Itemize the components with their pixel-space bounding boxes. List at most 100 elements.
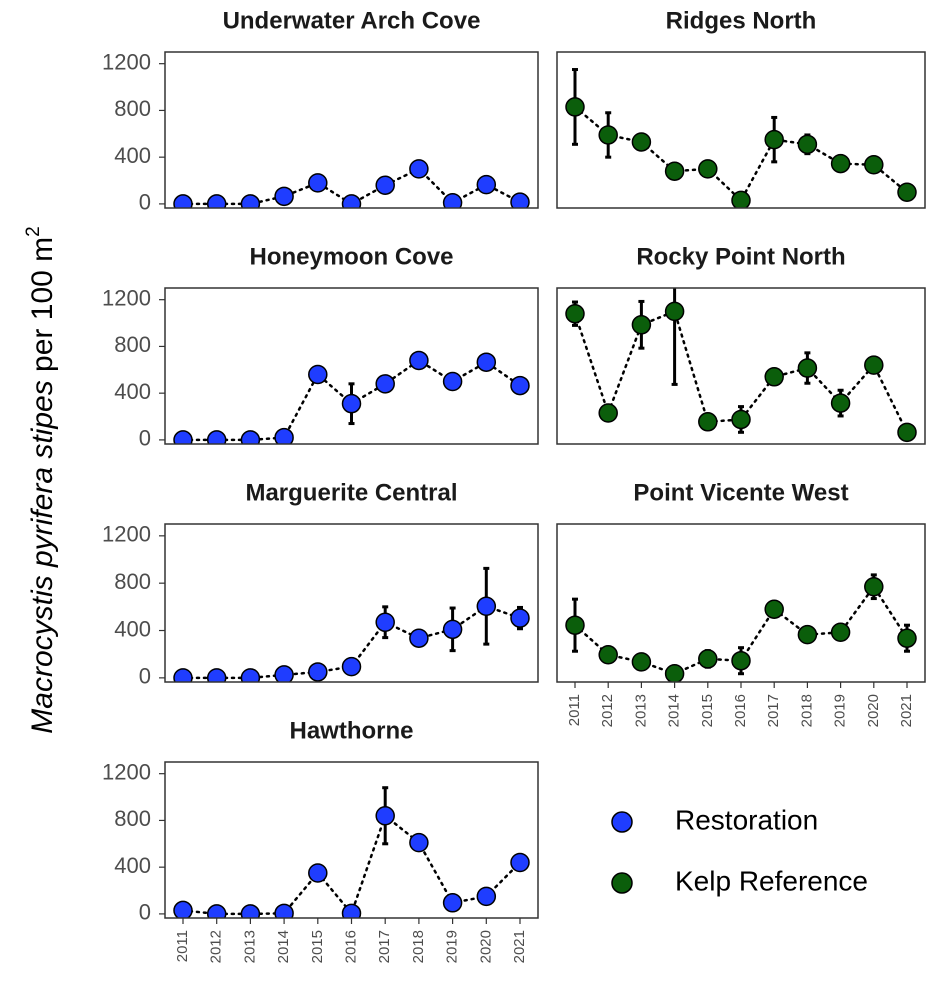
panel-border [556, 523, 926, 683]
point [341, 656, 362, 677]
point [442, 893, 463, 913]
point [308, 662, 328, 682]
point [631, 652, 652, 672]
point [698, 412, 718, 432]
x-tick-label: 2019 [444, 930, 461, 963]
point [274, 427, 294, 444]
point [631, 132, 652, 152]
x-tick-label: 2015 [309, 930, 326, 963]
point [510, 375, 530, 396]
y-tick-label: 400 [114, 379, 151, 404]
point [206, 904, 227, 918]
plot-area [173, 350, 530, 444]
point [274, 665, 294, 682]
y-tick-label: 1200 [102, 49, 151, 74]
point [409, 832, 429, 853]
point [274, 903, 294, 918]
point [598, 125, 618, 145]
y-tick-label: 0 [139, 426, 151, 451]
series-line [573, 309, 909, 434]
y-label-italic: Macrocystis pyrifera stipes [26, 380, 59, 733]
point [375, 806, 395, 826]
x-tick-label: 2016 [732, 694, 749, 727]
panel-title: Hawthorne [289, 717, 413, 744]
x-tick-label: 2013 [241, 930, 258, 963]
x-tick-label: 2012 [599, 694, 616, 727]
panel-title: Underwater Arch Cove [223, 7, 481, 34]
panel-border [164, 761, 539, 919]
plot-area [173, 786, 530, 918]
panel-border [164, 287, 539, 445]
point [476, 886, 497, 907]
legend-marker [611, 811, 633, 833]
x-tick-label: 2021 [898, 694, 915, 727]
x-tick-label: 2013 [632, 694, 649, 727]
panel-title: Marguerite Central [245, 479, 457, 506]
x-tick-label: 2011 [566, 694, 583, 726]
point [206, 668, 227, 682]
point [731, 409, 751, 430]
plot-area [565, 573, 917, 682]
point [240, 904, 261, 918]
panel-border [556, 51, 926, 209]
point [698, 159, 718, 179]
plot-area [565, 288, 917, 443]
y-tick-label: 800 [114, 569, 151, 594]
point [731, 190, 751, 208]
point [598, 403, 618, 423]
panel-border [556, 287, 926, 445]
y-label-superscript: 2 [23, 226, 44, 237]
point [864, 355, 884, 375]
point [764, 129, 784, 150]
point [442, 192, 463, 208]
point [240, 194, 261, 208]
point [565, 97, 585, 117]
point [476, 352, 497, 372]
point [442, 371, 463, 392]
point [173, 194, 193, 208]
x-tick-label: 2012 [208, 930, 225, 963]
point [476, 596, 497, 617]
point [308, 364, 328, 385]
x-tick-label: 2018 [410, 930, 427, 963]
point [173, 900, 193, 918]
plot-area [173, 566, 530, 682]
x-tick-label: 2021 [511, 930, 528, 963]
x-tick-label: 2019 [832, 694, 849, 727]
point [308, 863, 328, 883]
panel-border [164, 51, 539, 209]
y-tick-label: 800 [114, 332, 151, 357]
y-axis-label: Macrocystis pyrifera stipes per 100 m2 [23, 226, 59, 733]
x-tick-label: 2016 [342, 930, 359, 963]
y-tick-label: 1200 [102, 759, 151, 784]
point [698, 649, 718, 669]
panel-border [164, 523, 539, 683]
y-tick-label: 0 [139, 190, 151, 215]
point [897, 422, 917, 443]
point [631, 315, 652, 335]
point [830, 393, 851, 413]
legend-marker [611, 872, 633, 894]
point [797, 358, 818, 378]
x-tick-label: 2014 [666, 694, 683, 727]
point [664, 161, 685, 181]
x-tick-label: 2017 [765, 694, 782, 727]
point [476, 174, 497, 195]
point [764, 367, 784, 387]
y-tick-label: 800 [114, 96, 151, 121]
point [565, 615, 585, 635]
point [206, 194, 227, 208]
point [731, 650, 751, 671]
plot-area [173, 159, 530, 208]
point [240, 430, 261, 444]
series-line [181, 813, 522, 916]
point [797, 134, 818, 155]
point [510, 192, 530, 208]
y-tick-label: 1200 [102, 285, 151, 310]
series-line [573, 105, 909, 203]
point [830, 622, 851, 643]
point [308, 173, 328, 193]
point [341, 393, 362, 414]
point [409, 159, 429, 179]
point [341, 194, 362, 208]
